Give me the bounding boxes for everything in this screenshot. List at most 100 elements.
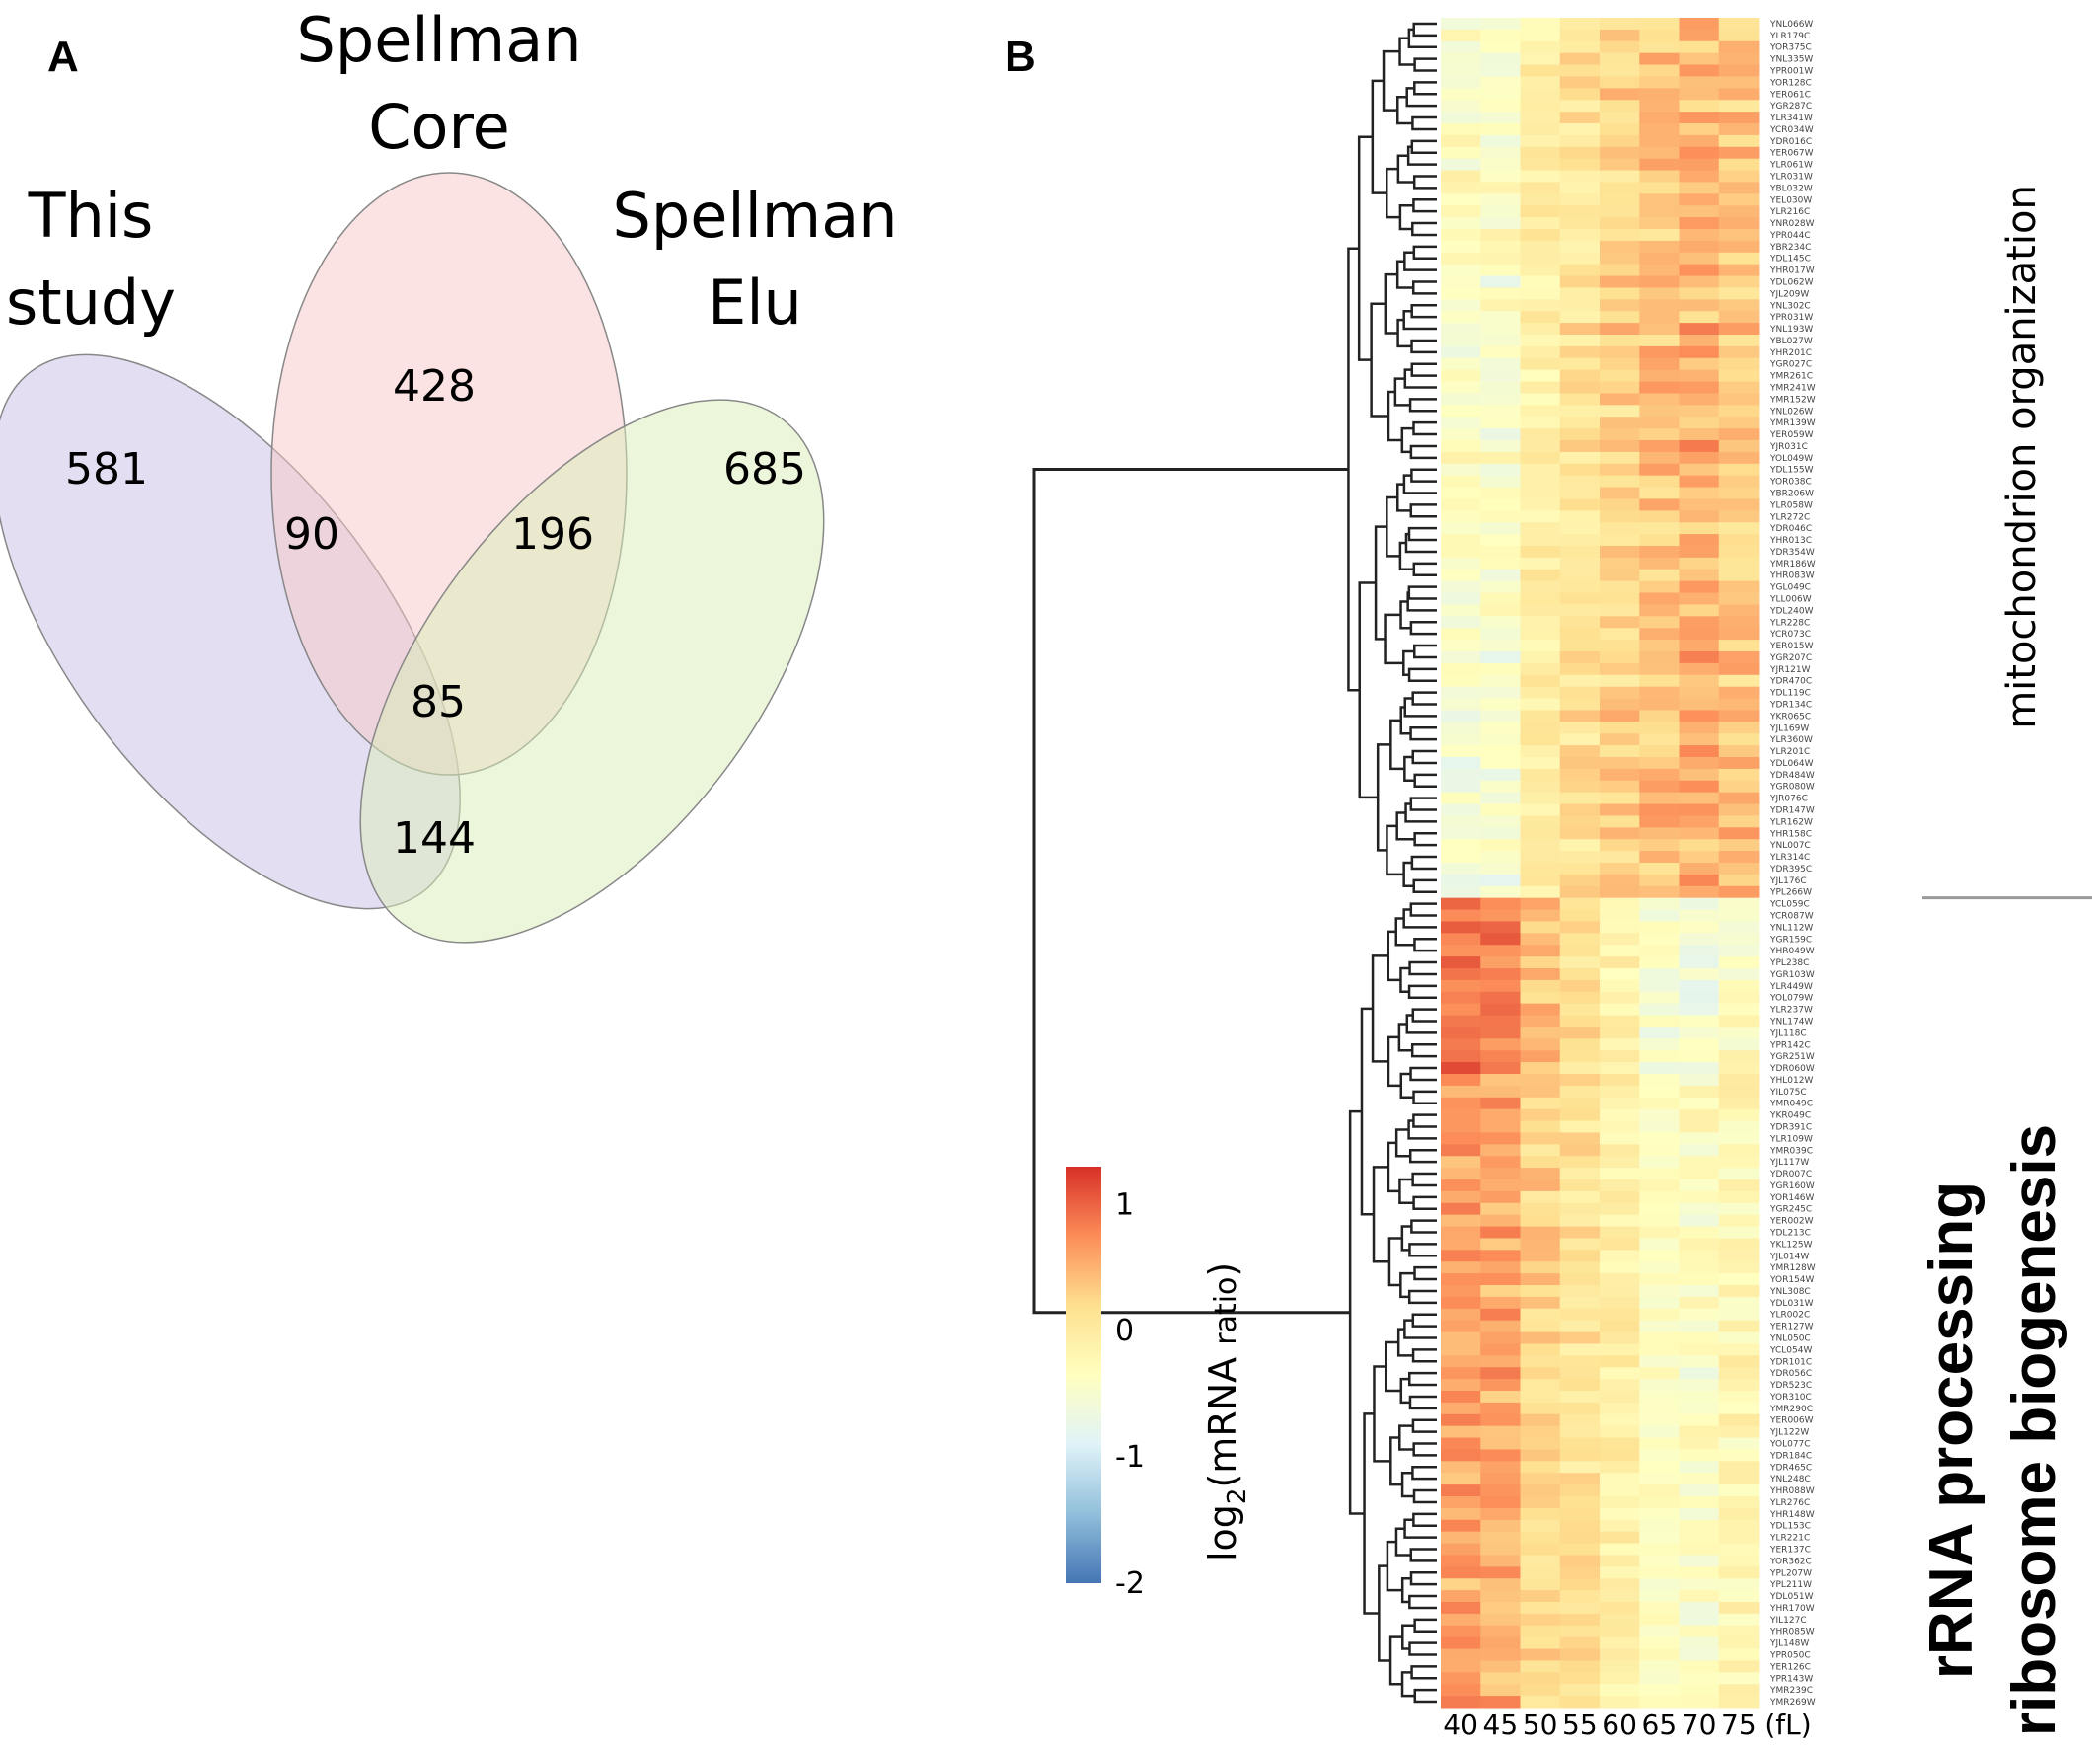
heatmap-cell [1480, 1461, 1521, 1474]
heatmap-cell [1639, 1296, 1680, 1310]
dendrogram-branch [1403, 251, 1437, 271]
heatmap-cell [1639, 1120, 1680, 1133]
heatmap-cell [1441, 1519, 1481, 1533]
heatmap-cell [1520, 1660, 1561, 1673]
heatmap-cell [1718, 1156, 1760, 1169]
dendrogram-branch [1407, 28, 1437, 48]
gene-label: YDL155W [1769, 466, 1814, 476]
heatmap-cell [1600, 710, 1640, 722]
heatmap-cell [1600, 1367, 1640, 1380]
heatmap-cell [1718, 1074, 1760, 1087]
gene-label: YGR080W [1769, 783, 1815, 793]
heatmap-cell [1441, 780, 1481, 794]
heatmap-cell [1639, 1355, 1680, 1368]
heatmap-cell [1559, 510, 1601, 523]
heatmap-cell [1480, 1437, 1521, 1450]
heatmap-cell [1639, 1238, 1680, 1251]
heatmap-cell [1639, 757, 1680, 770]
heatmap-cell [1639, 1085, 1680, 1099]
gene-label: YIL075C [1769, 1088, 1807, 1098]
heatmap-cell [1480, 1050, 1521, 1063]
heatmap-cell [1639, 287, 1680, 300]
heatmap-cell [1639, 1590, 1680, 1603]
heatmap-cell [1639, 393, 1680, 406]
gene-label: YNL174W [1769, 1018, 1813, 1027]
heatmap-cell [1559, 487, 1601, 499]
dendrogram-branch [1410, 1043, 1437, 1058]
heatmap-cell [1639, 170, 1680, 183]
heatmap-cell [1480, 1285, 1521, 1298]
heatmap-cell [1639, 604, 1680, 617]
heatmap-cell [1600, 1578, 1640, 1591]
dendrogram-branch [1376, 743, 1391, 852]
heatmap-cell [1639, 1425, 1680, 1439]
dendrogram-branch [1412, 198, 1437, 213]
heatmap-cell [1441, 1602, 1481, 1615]
heatmap-cell [1559, 1226, 1601, 1239]
heatmap-cell [1520, 1484, 1561, 1497]
heatmap-cell [1679, 662, 1720, 676]
group-annotations: mitochondrion organization rRNA processin… [1917, 185, 2092, 1736]
heatmap-cell [1441, 369, 1481, 383]
heatmap-cell [1639, 651, 1680, 664]
gene-label: YCR073C [1769, 630, 1811, 640]
heatmap-cell [1718, 534, 1760, 547]
heatmap-cell [1600, 1308, 1640, 1322]
heatmap-cell [1559, 616, 1601, 629]
dendrogram-branch [1412, 1195, 1437, 1210]
heatmap-cell [1520, 1296, 1561, 1310]
heatmap-cell [1480, 369, 1521, 383]
heatmap-cell [1718, 1062, 1760, 1075]
heatmap-cell [1559, 874, 1601, 887]
heatmap-cell [1718, 1367, 1760, 1380]
heatmap-cell [1639, 1331, 1680, 1344]
heatmap-cell [1639, 662, 1680, 676]
heatmap-cell [1600, 1602, 1640, 1615]
heatmap-cell [1679, 1590, 1720, 1603]
venn-region-count: 428 [393, 361, 476, 412]
colorbar-tick-label: -2 [1115, 1566, 1145, 1601]
heatmap-cell [1520, 1108, 1561, 1122]
heatmap-cell [1441, 405, 1481, 418]
heatmap-cell [1679, 1074, 1720, 1087]
heatmap-cell [1480, 1097, 1521, 1110]
heatmap-cell [1718, 757, 1760, 770]
gene-label: YDR484W [1769, 771, 1815, 781]
heatmap-cell [1441, 64, 1481, 77]
heatmap-cell [1520, 792, 1561, 805]
heatmap-cell [1480, 1543, 1521, 1556]
gene-label: YDR046C [1769, 524, 1812, 534]
heatmap-cell [1520, 1144, 1561, 1157]
heatmap-cell [1679, 240, 1720, 254]
gene-label: YDR060W [1769, 1064, 1815, 1074]
heatmap-cell [1441, 592, 1481, 605]
panel-a-label: A [47, 33, 79, 81]
heatmap-cell [1718, 1379, 1760, 1392]
heatmap-cell [1480, 405, 1521, 418]
heatmap-cell [1679, 1250, 1720, 1262]
heatmap-cell [1718, 933, 1760, 946]
gene-label: YDR016C [1769, 137, 1812, 147]
heatmap-cell [1480, 1190, 1521, 1204]
heatmap-cell [1480, 428, 1521, 441]
heatmap-cell [1480, 1062, 1521, 1075]
dendrogram-branch [1371, 954, 1388, 1063]
heatmap-cell [1520, 123, 1561, 136]
heatmap-cell [1600, 287, 1640, 300]
colorbar-tick-label: 0 [1115, 1314, 1134, 1348]
dendrogram-branch [1413, 57, 1437, 72]
heatmap-cell [1520, 29, 1561, 42]
heatmap-cell [1679, 182, 1720, 194]
heatmap-cell [1441, 29, 1481, 42]
gene-label: YJL209W [1769, 289, 1809, 299]
heatmap-cell [1639, 451, 1680, 465]
heatmap-cell [1600, 1696, 1640, 1709]
gene-label: YER126C [1769, 1662, 1811, 1672]
heatmap-cell [1639, 1214, 1680, 1228]
gene-label: YOR128C [1769, 78, 1812, 88]
heatmap-cell [1718, 592, 1760, 605]
heatmap-cell [1480, 1168, 1521, 1180]
heatmap-cell [1600, 264, 1640, 277]
heatmap-cell [1441, 1308, 1481, 1322]
heatmap-cell [1600, 229, 1640, 242]
